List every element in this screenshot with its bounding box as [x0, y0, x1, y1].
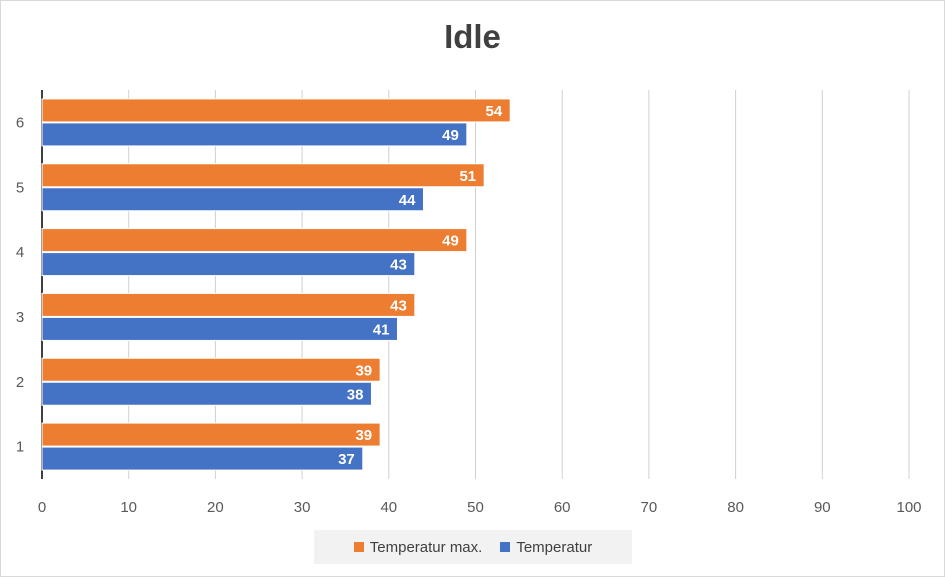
bar-1 — [41, 446, 364, 471]
x-tick-label: 40 — [380, 499, 397, 516]
data-label-1: 38 — [347, 386, 364, 403]
bar-1 — [41, 316, 398, 341]
x-tick-label: 10 — [120, 499, 137, 516]
bar-1 — [41, 187, 424, 212]
data-label-1: 37 — [338, 451, 355, 468]
y-tick-label: 2 — [16, 374, 24, 391]
data-label-1: 43 — [390, 257, 407, 274]
bar-0 — [41, 163, 485, 188]
bar-1 — [41, 122, 468, 147]
y-tick-label: 1 — [16, 439, 24, 456]
bar-0 — [41, 292, 416, 317]
bar-0 — [41, 98, 511, 123]
legend-item-series-0: Temperatur max. — [353, 538, 483, 556]
x-tick-label: 0 — [38, 499, 46, 516]
legend: Temperatur max. Temperatur — [314, 530, 632, 564]
bar-1 — [41, 381, 372, 406]
data-label-0: 39 — [355, 362, 372, 379]
data-label-0: 49 — [442, 233, 459, 250]
x-tick-label: 80 — [727, 499, 744, 516]
bar-0 — [41, 357, 381, 382]
x-tick-label: 100 — [896, 499, 921, 516]
x-tick-label: 50 — [467, 499, 484, 516]
data-label-0: 51 — [459, 168, 476, 185]
y-tick-label: 5 — [16, 179, 24, 196]
x-tick-label: 60 — [554, 499, 571, 516]
legend-item-series-1: Temperatur — [500, 539, 592, 556]
legend-label-series-1: Temperatur — [516, 538, 593, 556]
legend-swatch-series-1 — [500, 542, 511, 552]
x-tick-label: 90 — [814, 499, 831, 516]
data-label-1: 44 — [399, 192, 416, 209]
chart-title: Idle — [444, 18, 501, 55]
y-tick-label: 6 — [16, 114, 24, 131]
data-label-0: 39 — [355, 427, 372, 444]
data-label-1: 49 — [442, 127, 459, 144]
bar-0 — [41, 228, 468, 253]
bar-1 — [41, 252, 416, 277]
x-tick-label: 30 — [294, 499, 311, 516]
data-label-0: 54 — [485, 103, 502, 120]
x-tick-label: 20 — [207, 499, 224, 516]
legend-label-series-0: Temperatur max. — [369, 538, 483, 556]
x-tick-label: 70 — [641, 499, 658, 516]
y-tick-label: 3 — [16, 309, 24, 326]
bar-0 — [41, 422, 381, 447]
data-label-1: 41 — [373, 321, 390, 338]
legend-swatch-series-0 — [353, 542, 364, 552]
data-label-0: 43 — [390, 297, 407, 314]
y-tick-label: 4 — [16, 244, 24, 261]
